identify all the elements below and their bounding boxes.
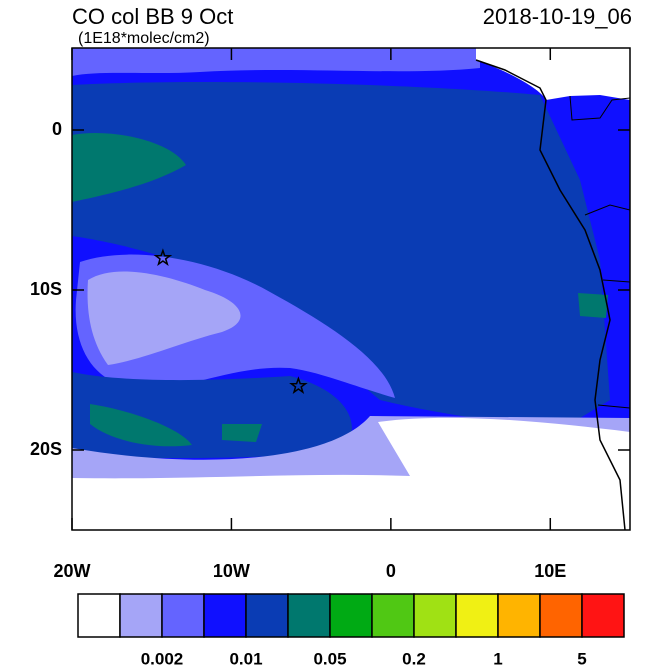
y-tick-label: 20S (30, 439, 62, 459)
field-band (72, 48, 480, 76)
date: 2018-10-19_06 (483, 4, 632, 29)
colorbar-box (329, 593, 373, 638)
colorbar-box (287, 593, 331, 638)
colorbar-box (413, 593, 457, 638)
field-patch (578, 293, 608, 318)
y-tick-label: 0 (52, 119, 62, 139)
units: (1E18*molec/cm2) (78, 30, 210, 47)
frame (71, 47, 631, 531)
colorbar-box (497, 593, 541, 638)
y-tick-label: 10S (30, 279, 62, 299)
x-tick-label: 10W (213, 561, 250, 581)
colorbar-box (245, 593, 289, 638)
field-core (72, 81, 610, 431)
field-patch (72, 133, 186, 202)
field-patch (222, 424, 262, 442)
colorbar-label: 0.002 (141, 649, 184, 667)
x-tick-label: 0 (386, 561, 396, 581)
colorbar-label: 0.05 (313, 649, 346, 667)
site-star (153, 248, 173, 266)
border (569, 95, 630, 121)
colorbar-box (119, 593, 163, 638)
colorbar-box (77, 593, 121, 638)
colorbar-box (161, 593, 205, 638)
field-patch (90, 404, 192, 447)
colorbar-box (371, 593, 415, 638)
border (602, 279, 630, 283)
colorbar-label: 0.01 (229, 649, 262, 667)
land-clean (476, 48, 630, 100)
colorbar-box (455, 593, 499, 638)
site-star (289, 376, 308, 394)
field (72, 48, 630, 530)
coastline (475, 59, 626, 530)
title: CO col BB 9 Oct (72, 4, 233, 29)
field-clean (72, 417, 630, 530)
colorbar-label: 0.2 (402, 649, 426, 667)
field-blob-inner (87, 271, 241, 365)
x-tick-label: 20W (53, 561, 90, 581)
colorbar-label: 5 (577, 649, 586, 667)
x-tick-label: 10E (534, 561, 566, 581)
border (584, 204, 630, 216)
border (597, 404, 630, 409)
colorbar-box (539, 593, 583, 638)
colorbar-box (581, 593, 625, 638)
colorbar-label: 1 (493, 649, 502, 667)
colorbar-box (203, 593, 247, 638)
